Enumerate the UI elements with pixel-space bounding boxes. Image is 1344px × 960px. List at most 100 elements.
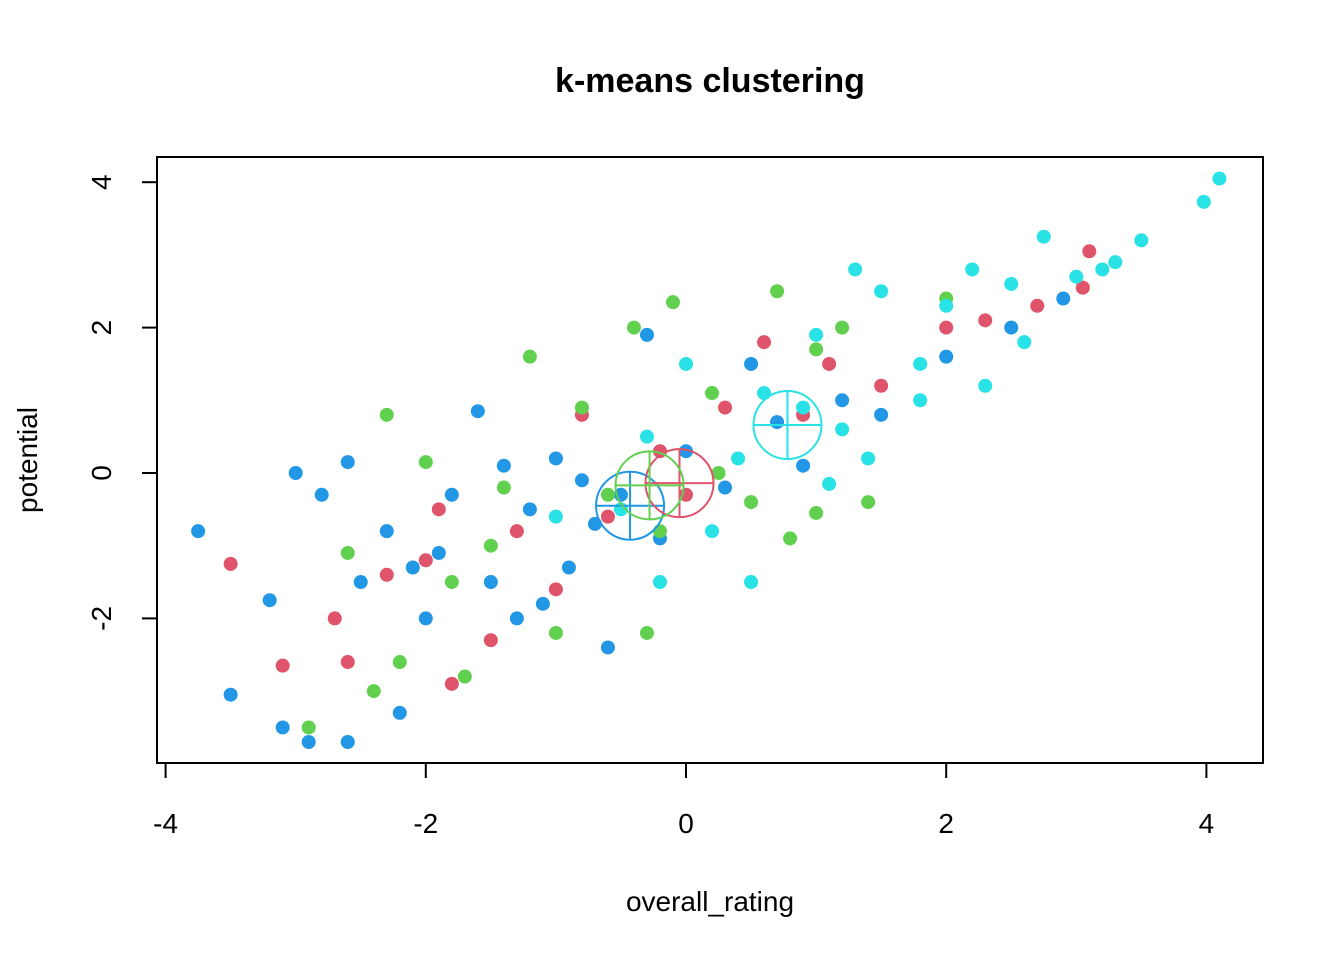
data-point-cluster-1	[392, 705, 407, 720]
data-point-cluster-1	[379, 524, 394, 539]
data-point-cluster-2	[874, 378, 889, 393]
data-point-cluster-2	[444, 676, 459, 691]
data-point-cluster-2	[483, 633, 498, 648]
data-point-cluster-1	[561, 560, 576, 575]
data-point-cluster-4	[809, 327, 824, 342]
data-point-cluster-4	[822, 476, 837, 491]
data-point-cluster-3	[379, 407, 394, 422]
centroid-marker-cluster-1	[595, 470, 666, 541]
y-axis: -2 0 2 4	[86, 174, 158, 631]
x-tick-label: 0	[678, 808, 694, 839]
data-point-cluster-4	[731, 451, 746, 466]
data-point-cluster-4	[1095, 262, 1110, 277]
data-point-cluster-4	[1196, 194, 1211, 209]
data-point-cluster-4	[965, 262, 980, 277]
data-point-cluster-2	[431, 502, 446, 517]
x-tick-label: -2	[413, 808, 438, 839]
data-point-cluster-1	[418, 611, 433, 626]
data-point-cluster-4	[757, 386, 772, 401]
data-point-cluster-2	[509, 524, 524, 539]
data-point-cluster-4	[548, 509, 563, 524]
data-point-cluster-1	[262, 593, 277, 608]
data-point-cluster-3	[600, 487, 615, 502]
data-point-cluster-3	[418, 455, 433, 470]
data-point-cluster-3	[483, 538, 498, 553]
data-point-cluster-3	[639, 625, 654, 640]
data-point-cluster-1	[548, 451, 563, 466]
data-point-cluster-4	[1134, 233, 1149, 248]
data-point-cluster-1	[744, 356, 759, 371]
data-point-cluster-2	[1075, 280, 1090, 295]
data-point-cluster-4	[639, 429, 654, 444]
data-point-cluster-3	[809, 342, 824, 357]
data-point-cluster-2	[1082, 244, 1097, 259]
data-point-cluster-2	[327, 611, 342, 626]
data-point-cluster-4	[913, 356, 928, 371]
chart-title: k-means clustering	[555, 62, 865, 100]
data-point-cluster-3	[809, 505, 824, 520]
data-point-cluster-4	[913, 393, 928, 408]
data-point-cluster-1	[223, 687, 238, 702]
data-point-cluster-2	[757, 335, 772, 350]
points-layer	[191, 171, 1227, 749]
x-tick-label: 4	[1199, 808, 1215, 839]
data-point-cluster-1	[288, 466, 303, 480]
data-point-cluster-4	[1212, 171, 1227, 186]
data-point-cluster-4	[874, 284, 889, 299]
data-point-cluster-4	[705, 524, 720, 539]
y-axis-label: potential	[12, 407, 43, 513]
data-point-cluster-1	[470, 404, 485, 419]
centroid-marker-cluster-4	[752, 390, 823, 461]
data-point-cluster-4	[1004, 276, 1019, 291]
data-point-cluster-3	[301, 720, 316, 735]
y-tick-label: 0	[86, 465, 117, 481]
data-point-cluster-2	[548, 582, 563, 597]
data-point-cluster-3	[861, 495, 876, 510]
data-point-cluster-4	[861, 451, 876, 466]
data-point-cluster-1	[301, 734, 316, 749]
data-point-cluster-1	[483, 575, 498, 590]
data-point-cluster-1	[1004, 320, 1019, 335]
data-point-cluster-2	[418, 553, 433, 568]
data-point-cluster-3	[783, 531, 798, 546]
data-point-cluster-1	[431, 545, 446, 560]
data-point-cluster-1	[191, 524, 206, 539]
data-point-cluster-4	[848, 262, 863, 277]
data-point-cluster-3	[366, 684, 381, 699]
x-tick-label: 2	[938, 808, 954, 839]
data-point-cluster-4	[744, 575, 759, 590]
data-point-cluster-4	[1036, 229, 1051, 244]
y-tick-label: 4	[86, 174, 117, 190]
data-point-cluster-1	[314, 487, 329, 502]
data-point-cluster-1	[770, 415, 785, 430]
data-point-cluster-2	[1030, 298, 1045, 313]
data-point-cluster-3	[548, 625, 563, 640]
data-point-cluster-1	[639, 327, 654, 342]
data-point-cluster-2	[978, 313, 993, 328]
data-point-cluster-1	[796, 458, 811, 473]
data-point-cluster-1	[939, 349, 954, 364]
data-point-cluster-4	[652, 575, 667, 590]
data-point-cluster-1	[600, 640, 615, 655]
data-point-cluster-2	[379, 567, 394, 582]
plot-frame	[156, 156, 1264, 764]
data-point-cluster-2	[340, 655, 355, 670]
data-point-cluster-1	[405, 560, 420, 575]
data-point-cluster-1	[353, 575, 368, 590]
y-tick-label: 2	[86, 320, 117, 336]
data-point-cluster-4	[679, 356, 693, 371]
data-point-cluster-4	[939, 298, 954, 313]
data-point-cluster-2	[718, 400, 733, 415]
data-point-cluster-1	[340, 734, 355, 749]
data-point-cluster-2	[223, 556, 238, 571]
data-point-cluster-1	[496, 458, 511, 473]
data-point-cluster-1	[444, 487, 459, 502]
data-point-cluster-3	[705, 386, 720, 401]
data-point-cluster-1	[522, 502, 537, 517]
data-point-cluster-1	[1056, 291, 1071, 306]
data-point-cluster-4	[835, 422, 850, 437]
data-point-cluster-4	[1069, 269, 1084, 284]
data-point-cluster-3	[652, 524, 667, 539]
data-point-cluster-1	[574, 473, 589, 488]
